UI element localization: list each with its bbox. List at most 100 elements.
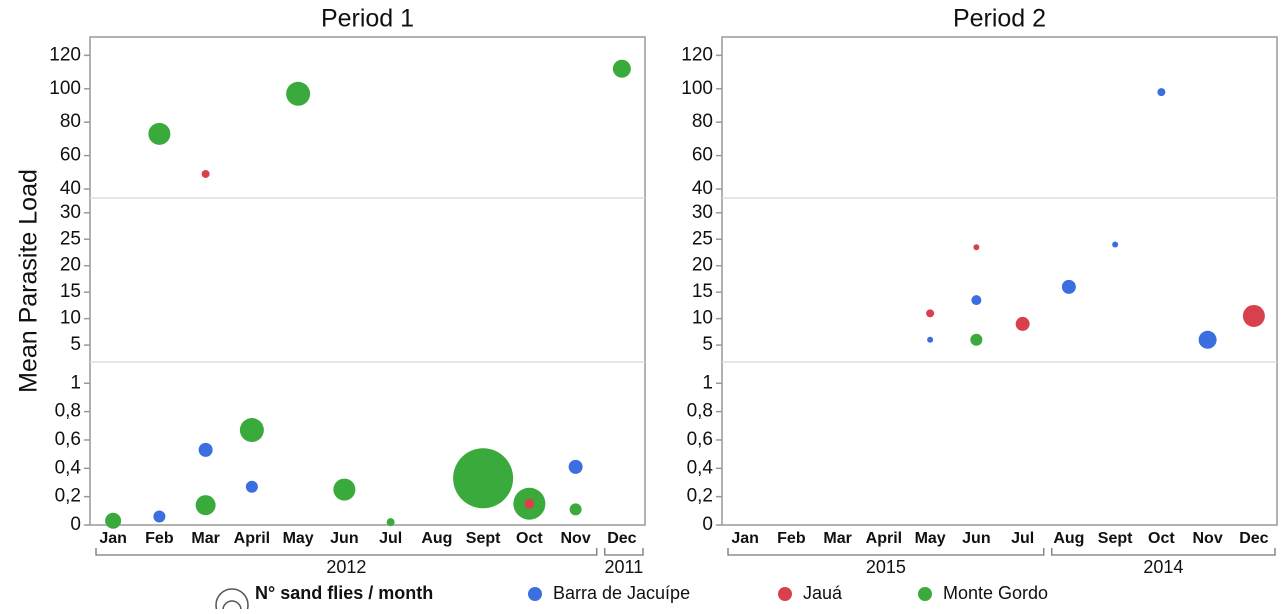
y-tick-label: 0,6: [55, 429, 81, 450]
y-tick-label: 40: [692, 178, 713, 199]
x-tick-label: Feb: [777, 530, 806, 547]
bubble: [569, 503, 582, 516]
bubble: [333, 478, 356, 501]
x-group-label: 2012: [326, 557, 366, 577]
bubble: [1015, 316, 1030, 331]
bubble: [198, 442, 213, 457]
bubble: [612, 59, 631, 78]
y-tick-label: 25: [692, 228, 713, 249]
group-bracket: [727, 548, 1045, 556]
y-tick-label: 0: [702, 514, 713, 535]
y-tick-label: 1: [702, 372, 713, 393]
x-tick-label: Aug: [421, 530, 452, 547]
x-tick-label: Feb: [145, 530, 174, 547]
bubble: [201, 169, 210, 178]
bubble: [1242, 304, 1265, 327]
x-tick-label: Dec: [1239, 530, 1268, 547]
x-tick-label: Jun: [330, 530, 358, 547]
y-tick-label: 0,2: [55, 486, 81, 507]
bubble: [970, 333, 983, 346]
y-tick-label: 0,2: [687, 486, 713, 507]
size-icon-circle: [215, 588, 249, 614]
x-group-label: 2015: [866, 557, 906, 577]
y-tick-label: 15: [60, 281, 81, 302]
bubble: [453, 448, 514, 509]
y-tick-label: 1: [70, 372, 81, 393]
x-tick-label: Mar: [823, 530, 851, 547]
x-tick-label: Mar: [191, 530, 219, 547]
y-tick-label: 120: [49, 44, 81, 65]
x-tick-label: April: [234, 530, 270, 547]
legend-marker: [918, 587, 932, 601]
legend-marker: [528, 587, 542, 601]
y-tick-label: 60: [60, 145, 81, 166]
bubble: [153, 510, 166, 523]
bubble: [195, 495, 216, 516]
y-tick-label: 25: [60, 228, 81, 249]
x-tick-label: May: [915, 530, 946, 547]
group-bracket: [95, 548, 598, 556]
y-tick-label: 100: [681, 78, 713, 99]
y-tick-label: 80: [60, 111, 81, 132]
y-tick-label: 5: [70, 334, 81, 355]
y-tick-label: 15: [692, 281, 713, 302]
y-tick-label: 10: [692, 308, 713, 329]
bubble: [568, 459, 583, 474]
group-bracket: [604, 548, 644, 556]
x-tick-label: May: [283, 530, 314, 547]
y-tick-label: 10: [60, 308, 81, 329]
y-tick-label: 30: [692, 202, 713, 223]
bubble: [386, 518, 395, 527]
x-tick-label: Nov: [1193, 530, 1223, 547]
y-tick-label: 0: [70, 514, 81, 535]
plot-frame: [721, 36, 1278, 526]
bubble: [1157, 88, 1166, 97]
bubble: [148, 122, 171, 145]
y-tick-label: 20: [60, 255, 81, 276]
bubble: [971, 295, 982, 306]
y-tick-label: 0,4: [687, 457, 714, 478]
y-tick-label: 80: [692, 111, 713, 132]
bubble: [105, 512, 122, 529]
y-tick-label: 0,4: [55, 457, 82, 478]
x-tick-label: Jun: [962, 530, 990, 547]
x-tick-label: Sept: [1098, 530, 1133, 547]
bubble: [973, 244, 980, 251]
bubble: [245, 480, 258, 493]
x-tick-label: Jul: [1011, 530, 1034, 547]
plot-frame: [89, 36, 646, 526]
x-tick-label: April: [866, 530, 902, 547]
chart-title: Period 2: [953, 5, 1046, 33]
x-group-label: 2011: [605, 557, 644, 577]
bubble: [239, 418, 264, 443]
legend-label: Barra de Jacuípe: [553, 583, 690, 603]
bubble: [1112, 241, 1119, 248]
x-tick-label: Oct: [1148, 530, 1175, 547]
y-tick-label: 60: [692, 145, 713, 166]
x-tick-label: Aug: [1053, 530, 1084, 547]
legend-label: Monte Gordo: [943, 583, 1048, 603]
y-tick-label: 100: [49, 78, 81, 99]
y-tick-label: 120: [681, 44, 713, 65]
bubble: [1198, 330, 1217, 349]
x-tick-label: Jan: [731, 530, 759, 547]
bubble: [926, 309, 935, 318]
y-tick-label: 5: [702, 334, 713, 355]
bubble: [927, 336, 934, 343]
x-tick-label: Sept: [466, 530, 501, 547]
y-tick-label: 30: [60, 202, 81, 223]
size-icon-circle: [222, 600, 242, 614]
x-tick-label: Jul: [379, 530, 402, 547]
x-tick-label: Oct: [516, 530, 543, 547]
legend-label: Jauá: [803, 583, 843, 603]
bubble: [524, 498, 535, 509]
y-axis-label: Mean Parasite Load: [15, 169, 43, 393]
y-tick-label: 0,6: [687, 429, 713, 450]
x-group-label: 2014: [1143, 557, 1183, 577]
chart-title: Period 1: [321, 5, 414, 33]
y-tick-label: 20: [692, 255, 713, 276]
legend-title: N° sand flies / month: [255, 583, 433, 603]
x-tick-label: Nov: [561, 530, 591, 547]
